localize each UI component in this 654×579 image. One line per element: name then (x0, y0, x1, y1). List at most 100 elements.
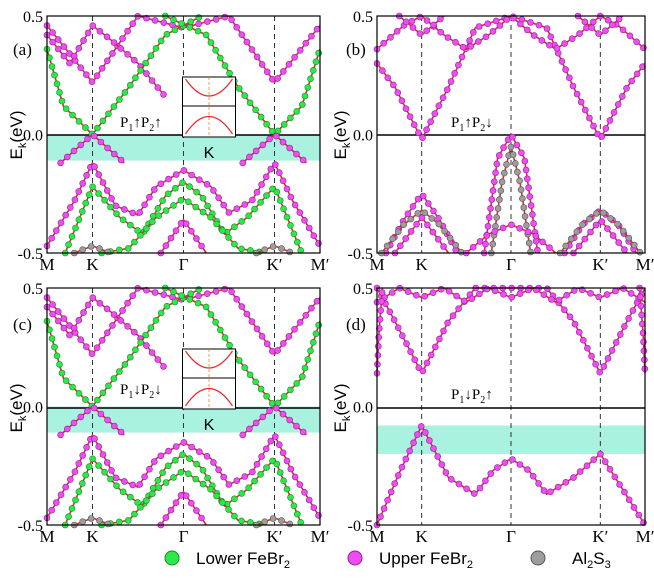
panel-a-upper-marker (296, 209, 304, 216)
panel-c-lower-marker (257, 470, 264, 478)
panel-a-lower-marker (94, 124, 101, 132)
panel-b-upper-marker (437, 28, 445, 36)
panel-b-upper-marker (610, 109, 618, 116)
panel-c-upper-marker (215, 466, 222, 474)
panel-c-lower-marker (79, 480, 86, 487)
panel-c-upper-marker (75, 316, 83, 324)
panel-a-upper-marker (64, 153, 71, 161)
panel-a-lower-marker (226, 69, 233, 77)
panel-c-upper-marker (151, 289, 159, 296)
panel-d-upper-marker (436, 335, 443, 343)
panel-c-lower-marker (155, 484, 162, 492)
panel-b-xtick-label: M′ (636, 255, 654, 274)
panel-b-al-marker (593, 210, 600, 217)
panel-a-upper-marker (129, 209, 136, 217)
panel-c-upper-marker (49, 301, 56, 308)
panel-a-upper-marker (83, 172, 90, 179)
panel-a-lower-marker (95, 190, 102, 197)
panel-c-upper-marker (90, 404, 98, 412)
panel-c-upper-marker (124, 299, 131, 307)
panel-a-lower-marker (131, 238, 138, 246)
panel-a-lower-marker (177, 197, 185, 204)
panel-b-upper-marker (430, 21, 437, 29)
panel-c-lower-marker (121, 361, 129, 368)
panel-b-upper-marker (469, 243, 477, 251)
panel-d-upper-marker (487, 470, 495, 477)
panel-b-upper-marker (575, 242, 583, 250)
panel-d-upper-marker (638, 320, 646, 328)
panel-d-upper-marker (380, 505, 388, 512)
panel-a-lower-marker (163, 30, 171, 38)
panel-a-lower-marker (119, 216, 127, 224)
panel-c-upper-marker (93, 344, 101, 352)
panel-c-lower-marker (287, 386, 294, 394)
panel-a-lower-marker (207, 39, 215, 46)
panel-c-lower-marker (199, 466, 207, 474)
panel-c-lower-marker (312, 330, 320, 338)
legend: Lower FeBr2 Upper FeBr2 Al2S3 (164, 549, 611, 571)
panel-c-lower-marker (170, 474, 177, 481)
panel-b-upper-marker (416, 13, 424, 21)
panel-c-lower-marker (149, 490, 156, 498)
panel-a-xticks: M K Γ K′ M′ (39, 255, 329, 274)
panel-a-upper-marker (66, 59, 73, 67)
panel-a-lower-marker (149, 218, 156, 226)
panel-c-lower-marker (225, 506, 232, 513)
panel-a-upper-marker (195, 20, 202, 28)
panel-c-upper-marker (111, 422, 118, 430)
panel-b-upper-marker (586, 114, 593, 122)
panel-b-upper-marker (602, 125, 610, 132)
panel-a-lower-marker (179, 179, 186, 187)
panel-c-upper-marker (172, 443, 180, 450)
panel-c-lower-marker (257, 385, 265, 393)
panel-d-upper-marker (529, 472, 537, 480)
panel-a-lower-marker (231, 240, 238, 248)
panel-b-ylabel: Ek(eV) (331, 111, 353, 160)
panel-c-lower-marker (301, 364, 309, 372)
panel-b-upper-marker (410, 121, 418, 128)
panel-a-upper-marker (90, 132, 98, 140)
panel-a-upper-marker (268, 75, 276, 83)
panel-a-lower-marker (159, 197, 166, 204)
panel-c-xtick-label: Γ (179, 527, 189, 546)
panel-c-lower-marker (217, 326, 224, 334)
panel-c-upper-marker (60, 315, 68, 322)
panel-c-lower-marker (245, 484, 252, 492)
panel-a-lower-marker (225, 234, 232, 241)
panel-b-upper-marker (396, 242, 404, 250)
panel-c-upper-marker (291, 473, 299, 481)
panel-d-upper-marker (438, 461, 446, 468)
panel-d-upper-marker (378, 289, 386, 296)
panel-a-upper-marker (165, 175, 172, 183)
panel-b-upper-marker (398, 97, 406, 104)
panel-b-upper-marker (547, 33, 555, 41)
panel-c-lower-marker (251, 477, 258, 485)
panel-d-upper-marker (612, 339, 620, 346)
panel-d-upper-marker (407, 348, 414, 356)
panel-a-lower-marker (170, 202, 177, 209)
panel-a-lower-marker (124, 245, 132, 252)
panel-c-upper-marker (285, 333, 293, 340)
panel-b-upper-marker (615, 239, 623, 246)
panel-c-al-marker (278, 517, 285, 524)
panel-a-upper-marker (151, 186, 158, 193)
panel-c-upper-marker (98, 336, 106, 344)
panel-b-al-marker (519, 195, 526, 202)
panel-d-upper-marker (427, 351, 435, 359)
panel-c-upper-marker (239, 431, 246, 439)
panel-a-upper-marker (172, 227, 180, 234)
panel-a-upper-marker (77, 64, 84, 71)
panel-a-lower-marker (246, 99, 254, 107)
panel-d-upper-marker (429, 289, 437, 297)
panel-b-upper-marker (418, 214, 426, 222)
panel-a-lower-marker (65, 241, 72, 248)
panel-c-upper-marker (253, 460, 261, 468)
panel-c-upper-marker (160, 291, 168, 299)
panel-c-upper-marker (279, 449, 287, 457)
panel-a-lower-marker (235, 85, 243, 92)
panel-d-upper-marker (576, 468, 584, 475)
panel-c-lower-marker (101, 468, 108, 476)
panel-d-upper-marker (563, 291, 571, 299)
panel-c-upper-marker (157, 452, 165, 460)
panel-b-al-marker (414, 210, 422, 217)
